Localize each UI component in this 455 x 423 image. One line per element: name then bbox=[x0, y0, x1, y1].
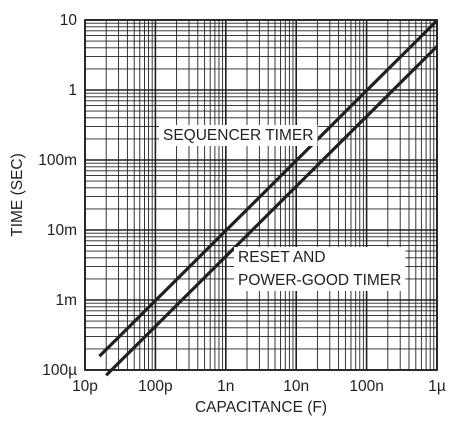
reset-power-good-label-background bbox=[234, 247, 406, 291]
y-tick-label: 100µ bbox=[42, 362, 77, 379]
x-tick-label: 1n bbox=[217, 378, 234, 395]
y-tick-label: 10 bbox=[60, 12, 78, 29]
x-tick-label: 10n bbox=[283, 378, 309, 395]
series-line-0 bbox=[98, 19, 439, 358]
y-axis-label: TIME (SEC) bbox=[9, 153, 26, 237]
series-lines bbox=[98, 19, 439, 377]
series-line-1 bbox=[105, 45, 439, 377]
x-tick-label: 100n bbox=[349, 378, 383, 395]
x-tick-label: 10p bbox=[72, 378, 98, 395]
plot-frame bbox=[84, 19, 438, 371]
reset-power-good-label-line1: RESET AND bbox=[238, 249, 326, 266]
y-tick-label: 1m bbox=[55, 292, 77, 309]
reset-power-good-label-line2: POWER-GOOD TIMER bbox=[238, 272, 401, 289]
y-tick-labels: 100µ 1m 10m 100m 1 10 bbox=[38, 12, 77, 379]
x-axis-label: CAPACITANCE (F) bbox=[195, 399, 327, 416]
grid bbox=[84, 19, 438, 371]
y-tick-label: 100m bbox=[38, 152, 77, 169]
sequencer-timer-label: SEQUENCER TIMER bbox=[163, 127, 313, 144]
x-tick-label: 100p bbox=[138, 378, 172, 395]
x-tick-labels: 10p 100p 1n 10n 100n 1µ bbox=[72, 378, 446, 395]
sequencer-timer-label-background bbox=[159, 125, 318, 146]
x-tick-label: 1µ bbox=[428, 378, 446, 395]
annotations: SEQUENCER TIMER RESET AND POWER-GOOD TIM… bbox=[159, 125, 406, 291]
y-tick-label: 1 bbox=[68, 82, 77, 99]
y-tick-label: 10m bbox=[47, 222, 77, 239]
